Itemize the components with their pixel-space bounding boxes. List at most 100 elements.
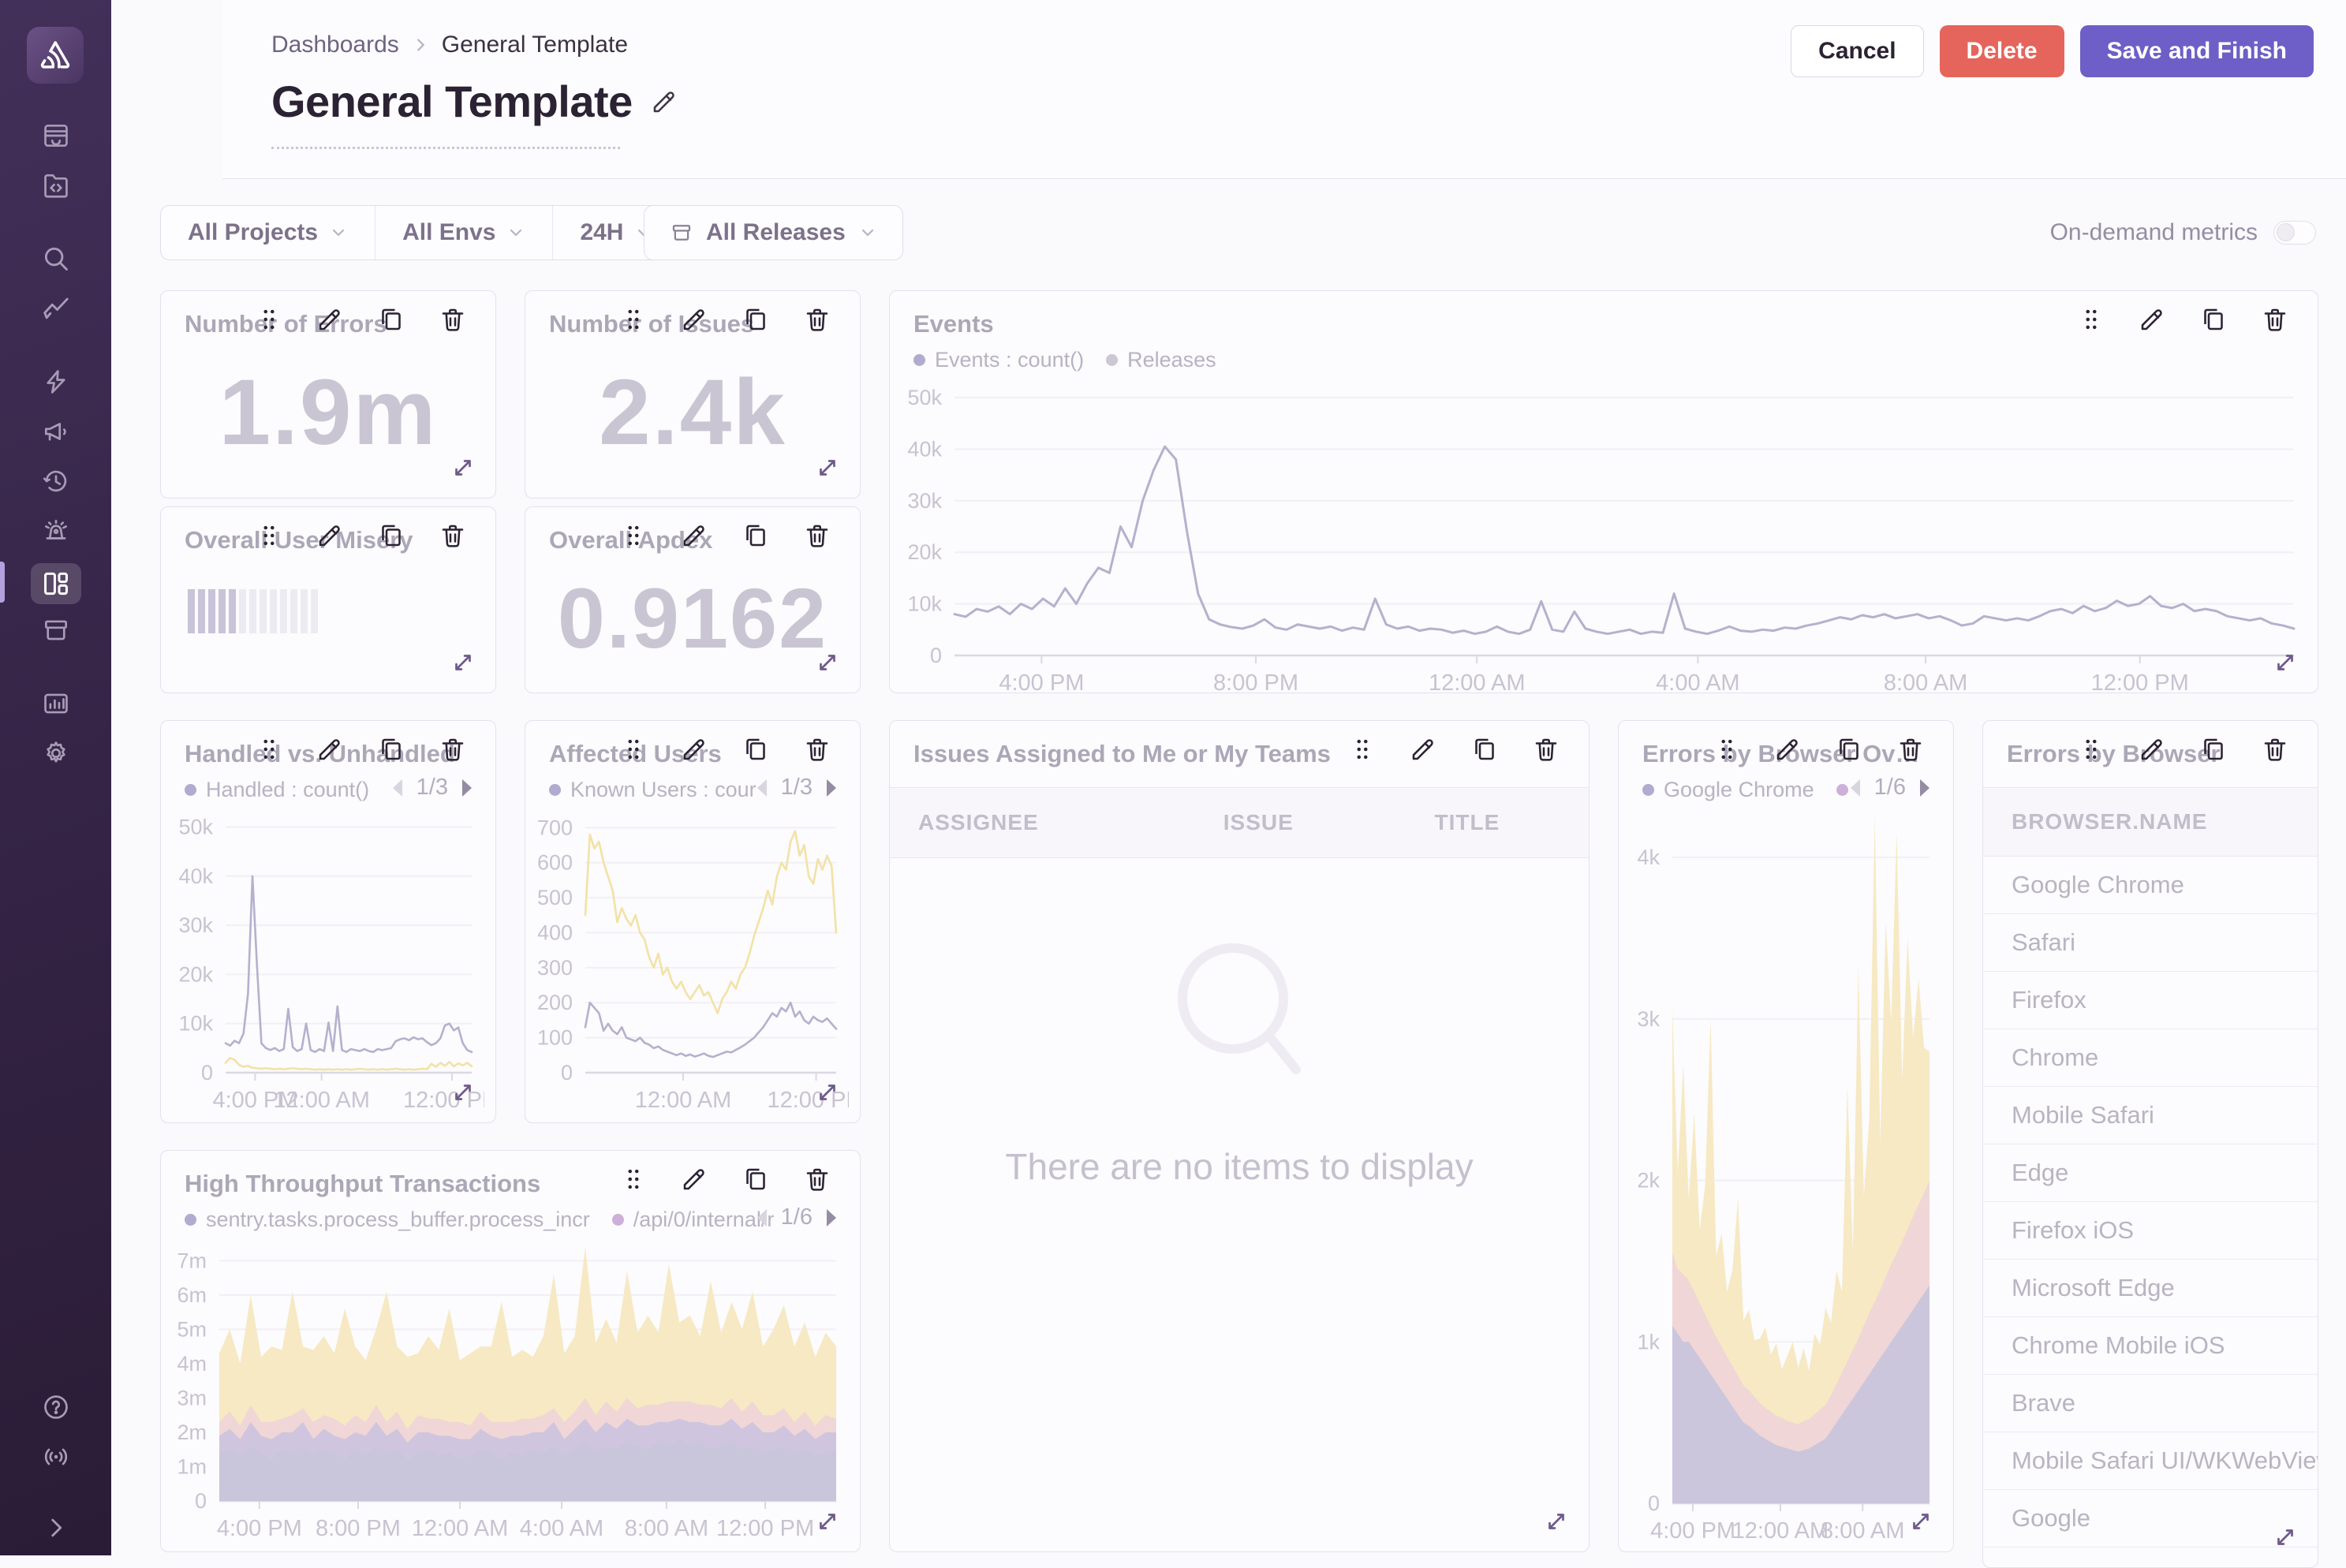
sidebar-item-replays[interactable] [31,364,81,399]
delete-widget-button[interactable] [1532,735,1560,763]
drag-handle-icon[interactable] [2078,306,2105,333]
sidebar-item-search[interactable] [31,241,81,276]
edit-widget-button[interactable] [316,305,344,334]
breadcrumb-dashboards-link[interactable]: Dashboards [271,32,399,58]
sidebar-collapse-button[interactable] [0,1514,111,1541]
sidebar-item-stats[interactable] [31,686,81,721]
sidebar-item-settings[interactable] [31,736,81,771]
edit-widget-button[interactable] [1773,735,1802,763]
resize-handle-icon[interactable] [450,649,476,680]
duplicate-widget-button[interactable] [377,521,405,550]
duplicate-widget-button[interactable] [2199,305,2228,334]
pager-next-button[interactable] [459,778,475,798]
delete-button[interactable]: Delete [1940,25,2064,77]
resize-handle-icon[interactable] [814,1508,841,1539]
sidebar-item-alerts[interactable] [31,513,81,548]
table-row: Mobile Safari [1983,1087,2318,1144]
save-and-finish-button[interactable]: Save and Finish [2080,25,2314,77]
envs-filter[interactable]: All Envs [375,206,552,259]
edit-widget-button[interactable] [2138,305,2166,334]
edit-widget-button[interactable] [1409,735,1437,763]
sidebar-item-feedback[interactable] [31,414,81,449]
delete-widget-button[interactable] [803,735,831,763]
delete-widget-button[interactable] [439,735,467,763]
duplicate-widget-button[interactable] [1835,735,1863,763]
resize-handle-icon[interactable] [814,454,841,485]
duplicate-widget-button[interactable] [742,1165,770,1193]
widget-handled-vs-unhandled[interactable]: Handled vs. Unhandled Handled : count()1… [160,720,496,1123]
delete-widget-button[interactable] [439,305,467,334]
widget-issues-assigned[interactable]: Issues Assigned to Me or My Teams ASSIGN… [889,720,1590,1552]
duplicate-widget-button[interactable] [377,305,405,334]
pager-prev-button[interactable] [754,1208,770,1228]
resize-handle-icon[interactable] [2272,649,2299,680]
drag-handle-icon[interactable] [620,306,647,333]
widget-number-of-issues[interactable]: Number of Issues 2.4k [525,290,861,498]
drag-handle-icon[interactable] [620,736,647,763]
duplicate-widget-button[interactable] [742,521,770,550]
resize-handle-icon[interactable] [450,454,476,485]
sidebar-item-dashboards[interactable] [31,563,81,604]
drag-handle-icon[interactable] [256,736,282,763]
sidebar-item-projects[interactable] [31,168,81,203]
edit-widget-button[interactable] [680,735,708,763]
resize-handle-icon[interactable] [814,649,841,680]
duplicate-widget-button[interactable] [2199,735,2228,763]
delete-widget-button[interactable] [1896,735,1925,763]
releases-filter[interactable]: All Releases [644,205,903,260]
duplicate-widget-button[interactable] [742,735,770,763]
pager-prev-button[interactable] [1847,778,1863,798]
sidebar-item-issues[interactable] [31,118,81,153]
edit-widget-button[interactable] [680,521,708,550]
sidebar-item-whats-new[interactable] [0,1442,111,1472]
pager-next-button[interactable] [824,1208,839,1228]
duplicate-widget-button[interactable] [742,305,770,334]
on-demand-metrics-toggle[interactable] [2273,221,2316,245]
edit-widget-button[interactable] [2138,735,2166,763]
duplicate-widget-button[interactable] [377,735,405,763]
drag-handle-icon[interactable] [256,522,282,549]
delete-widget-button[interactable] [2261,735,2289,763]
edit-widget-button[interactable] [316,521,344,550]
sidebar-item-releases[interactable] [31,464,81,498]
drag-handle-icon[interactable] [256,306,282,333]
widget-high-throughput[interactable]: High Throughput Transactions sentry.task… [160,1150,861,1552]
resize-handle-icon[interactable] [450,1079,476,1110]
resize-handle-icon[interactable] [814,1079,841,1110]
delete-widget-button[interactable] [803,1165,831,1193]
delete-widget-button[interactable] [2261,305,2289,334]
edit-widget-button[interactable] [680,1165,708,1193]
delete-widget-button[interactable] [803,305,831,334]
resize-handle-icon[interactable] [2272,1524,2299,1555]
widget-errors-by-browser-table[interactable]: Errors by Browser BROWSER.NAME Google Ch… [1982,720,2318,1568]
projects-filter[interactable]: All Projects [161,206,375,259]
drag-handle-icon[interactable] [2078,736,2105,763]
edit-title-icon[interactable] [650,88,678,116]
pager-next-button[interactable] [824,778,839,798]
resize-handle-icon[interactable] [1907,1508,1934,1539]
sentry-logo-icon[interactable] [27,27,84,84]
drag-handle-icon[interactable] [620,1166,647,1193]
drag-handle-icon[interactable] [620,522,647,549]
pager-next-button[interactable] [1917,778,1933,798]
drag-handle-icon[interactable] [1349,736,1376,763]
widget-overall-apdex[interactable]: Overall Apdex 0.9162 [525,506,861,693]
drag-handle-icon[interactable] [1713,736,1740,763]
sidebar-item-storage[interactable] [31,613,81,648]
pager-prev-button[interactable] [754,778,770,798]
resize-handle-icon[interactable] [1543,1508,1570,1539]
pager-prev-button[interactable] [390,778,405,798]
duplicate-widget-button[interactable] [1470,735,1499,763]
edit-widget-button[interactable] [316,735,344,763]
edit-widget-button[interactable] [680,305,708,334]
delete-widget-button[interactable] [439,521,467,550]
delete-widget-button[interactable] [803,521,831,550]
widget-overall-user-misery[interactable]: Overall User Misery [160,506,496,693]
sidebar-item-performance[interactable] [31,291,81,326]
sidebar-item-help[interactable] [0,1392,111,1422]
cancel-button[interactable]: Cancel [1791,25,1923,77]
widget-number-of-errors[interactable]: Number of Errors 1.9m [160,290,496,498]
